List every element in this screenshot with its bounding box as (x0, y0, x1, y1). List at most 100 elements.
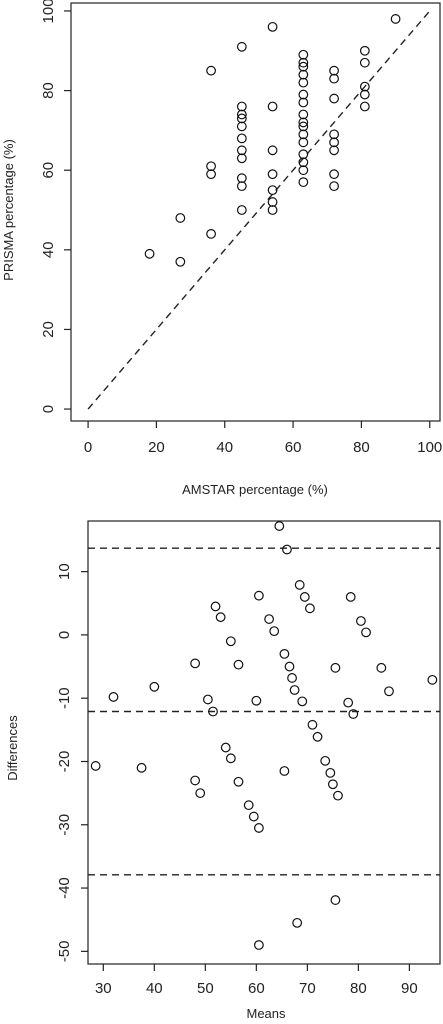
data-point (298, 177, 309, 188)
data-point (149, 681, 160, 692)
y-tick-label: 40 (40, 241, 57, 258)
data-point (329, 65, 339, 76)
data-point (274, 521, 285, 531)
data-point (190, 775, 201, 786)
data-point (298, 109, 309, 120)
data-point (190, 658, 201, 669)
data-point (298, 137, 309, 148)
data-point (233, 776, 244, 787)
limit-lines (88, 547, 440, 876)
data-point (267, 145, 278, 156)
data-point (359, 45, 370, 56)
data-point (236, 121, 247, 132)
data-point (298, 165, 309, 176)
data-point (298, 157, 309, 168)
data-point (298, 149, 309, 160)
data-point (345, 592, 356, 602)
y-axis: 10 0 -10 -20 -30 -40 -50 (56, 563, 88, 962)
y-tick-label: 10 (56, 563, 73, 580)
scatter-prisma-vs-amstar: 0 20 40 60 80 100 0 20 40 60 80 100 AMSTAR percent… (1, 0, 442, 497)
data-points (144, 14, 401, 267)
data-point (348, 709, 359, 719)
x-tick-label: 30 (95, 980, 112, 997)
data-point (253, 823, 264, 833)
data-point (298, 117, 309, 128)
data-point (267, 197, 278, 207)
y-tick-label: 0 (40, 405, 57, 413)
data-point (225, 753, 236, 764)
x-axis-title: Means (246, 1006, 286, 1021)
data-point (236, 153, 247, 164)
data-point (206, 161, 216, 172)
data-point (253, 940, 264, 950)
data-point (359, 89, 370, 100)
x-tick-label: 60 (248, 980, 265, 997)
y-axis-title: Differences (5, 715, 20, 781)
y-tick-label: 60 (40, 162, 57, 179)
data-point (267, 205, 278, 215)
x-tick-label: 40 (216, 439, 233, 456)
data-point (289, 685, 300, 695)
y-axis: 0 20 40 60 80 100 (40, 0, 71, 413)
x-tick-label: 20 (148, 439, 165, 456)
data-point (329, 129, 339, 140)
data-point (175, 256, 186, 267)
data-point (108, 692, 119, 702)
data-point (282, 544, 292, 555)
data-point (330, 895, 341, 905)
data-point (236, 109, 247, 120)
y-tick-label: -10 (56, 687, 73, 709)
plot-frame (87, 520, 441, 965)
data-point (329, 137, 339, 148)
data-point (206, 169, 216, 180)
x-tick-label: 0 (84, 439, 92, 456)
y-axis-title: PRISMA percentage (%) (1, 139, 16, 281)
data-point (267, 169, 278, 180)
data-point (236, 101, 247, 112)
data-point (225, 636, 236, 647)
data-point (376, 662, 387, 673)
data-point (427, 674, 438, 685)
data-point (299, 592, 310, 602)
x-axis: 0 20 40 60 80 100 (84, 421, 442, 456)
x-tick-label: 50 (197, 980, 214, 997)
data-point (144, 248, 155, 259)
data-point (269, 626, 280, 637)
data-point (206, 65, 216, 76)
data-point (359, 101, 370, 112)
data-point (298, 129, 309, 140)
y-tick-label: -40 (56, 877, 73, 899)
data-point (215, 612, 226, 623)
data-point (264, 614, 275, 624)
x-tick-label: 60 (285, 439, 302, 456)
data-point (298, 49, 309, 60)
data-point (233, 659, 244, 670)
data-point (359, 57, 370, 68)
data-point (292, 917, 303, 928)
y-tick-label: 100 (40, 0, 57, 23)
data-point (297, 696, 308, 707)
data-point (305, 603, 315, 614)
data-point (236, 145, 247, 156)
data-point (267, 185, 278, 196)
data-points (90, 521, 438, 950)
data-point (294, 580, 305, 590)
data-point (236, 173, 247, 184)
x-axis-title: AMSTAR percentage (%) (182, 482, 328, 497)
data-point (298, 69, 309, 80)
identity-reference-line (87, 10, 431, 410)
data-point (279, 766, 290, 776)
data-point (298, 61, 309, 72)
data-point (175, 213, 186, 223)
data-point (236, 113, 247, 124)
data-point (298, 57, 309, 68)
data-point (327, 779, 338, 790)
data-point (359, 81, 370, 92)
data-point (298, 77, 309, 88)
data-point (356, 616, 366, 626)
data-point (307, 719, 318, 730)
data-point (361, 627, 371, 638)
data-point (329, 181, 339, 192)
y-tick-label: 0 (56, 631, 73, 639)
data-point (253, 590, 264, 601)
